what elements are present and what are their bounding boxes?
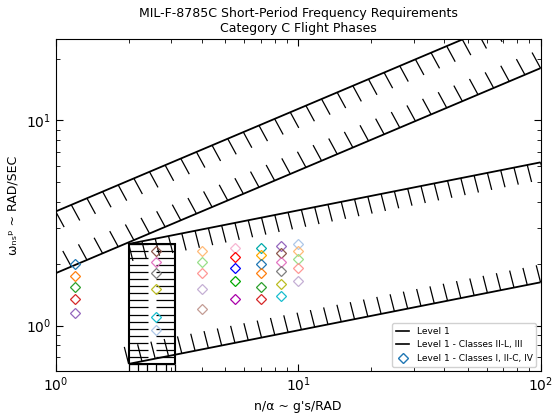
Title: MIL-F-8785C Short-Period Frequency Requirements
Category C Flight Phases: MIL-F-8785C Short-Period Frequency Requi… (139, 7, 458, 35)
Y-axis label: ωₙₛᵖ ~ RAD/SEC: ωₙₛᵖ ~ RAD/SEC (7, 155, 20, 255)
X-axis label: n/α ~ g's/RAD: n/α ~ g's/RAD (254, 400, 342, 413)
Legend: Level 1, Level 1 - Classes II-L, III, Level 1 - Classes I, II-C, IV: Level 1, Level 1 - Classes II-L, III, Le… (392, 323, 536, 367)
